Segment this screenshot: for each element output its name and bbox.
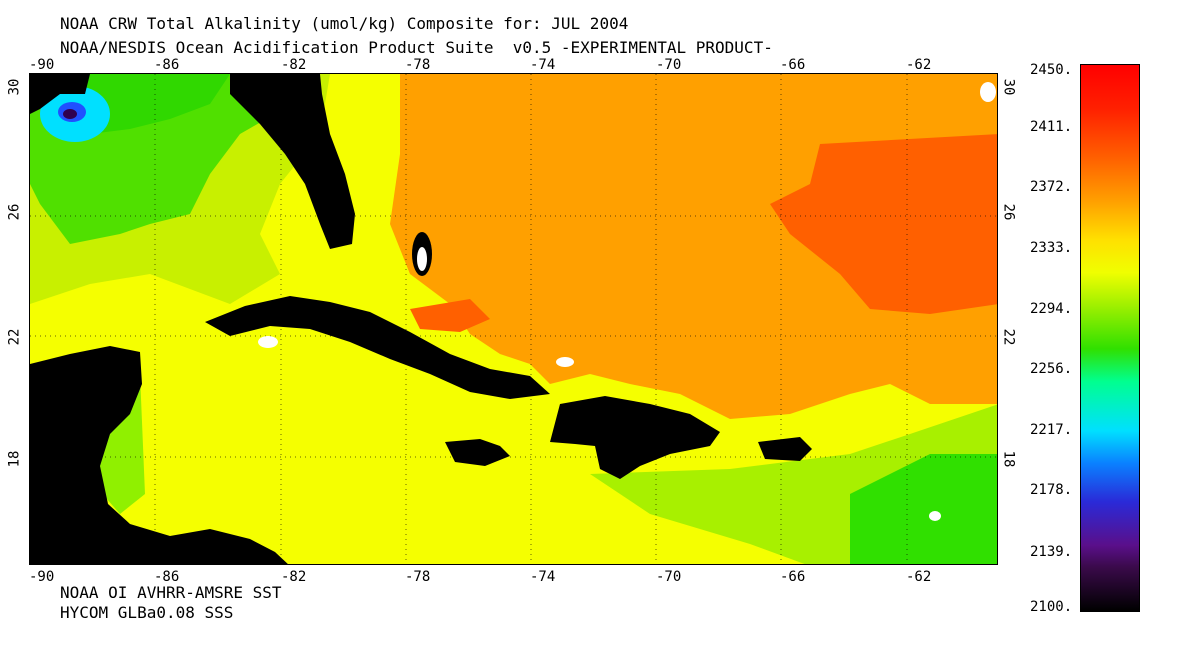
coastal-white-spot	[556, 357, 574, 367]
colorbar-label: 2411.	[1030, 119, 1073, 135]
lat-tick-left: 26	[6, 203, 23, 221]
lon-tick-bottom: -86	[154, 569, 180, 585]
lon-tick-top: -86	[154, 57, 180, 73]
land-yucatan	[30, 346, 288, 564]
lat-tick-right: 18	[1000, 450, 1017, 468]
coastal-white	[258, 82, 996, 521]
cayman-orange-patch	[410, 299, 490, 332]
colorbar-label: 2333.	[1030, 240, 1073, 256]
footer-sss-source: HYCOM GLBa0.08 SSS	[60, 603, 234, 622]
map-svg	[30, 74, 997, 564]
lat-tick-right: 30	[1000, 78, 1017, 96]
coastal-white-spot	[929, 511, 941, 521]
colorbar-label: 2178.	[1030, 482, 1073, 498]
coastal-white-spot	[258, 336, 278, 348]
lon-tick-bottom: -90	[29, 569, 55, 585]
footer-sst-source: NOAA OI AVHRR-AMSRE SST	[60, 583, 282, 602]
lon-tick-top: -70	[656, 57, 682, 73]
caribbean-green-region	[850, 454, 997, 564]
dark-plume	[63, 109, 77, 119]
lon-tick-bottom: -74	[530, 569, 556, 585]
colorbar-label: 2217.	[1030, 422, 1073, 438]
lon-tick-bottom: -78	[405, 569, 431, 585]
colorbar-label: 2256.	[1030, 361, 1073, 377]
land-hispaniola	[550, 396, 720, 479]
colorbar-label: 2372.	[1030, 179, 1073, 195]
land-puerto-rico	[758, 437, 812, 461]
lon-tick-top: -90	[29, 57, 55, 73]
coastal-white-spot	[980, 82, 996, 102]
land-cuba	[205, 296, 550, 399]
land-louisiana	[30, 74, 90, 114]
land-jamaica	[445, 439, 510, 466]
coastal-white-spot	[417, 247, 427, 271]
map-subtitle: NOAA/NESDIS Ocean Acidification Product …	[60, 38, 773, 57]
lat-tick-left: 30	[6, 78, 23, 96]
lat-tick-right: 22	[1000, 328, 1017, 346]
colorbar-label: 2450.	[1030, 62, 1073, 78]
alkalinity-map	[29, 73, 998, 565]
land	[30, 74, 812, 564]
colorbar-label: 2139.	[1030, 544, 1073, 560]
lon-tick-bottom: -82	[281, 569, 307, 585]
lat-tick-left: 18	[6, 450, 23, 468]
lon-tick-bottom: -66	[780, 569, 806, 585]
lon-tick-top: -74	[530, 57, 556, 73]
lon-tick-top: -82	[281, 57, 307, 73]
colorbar	[1080, 64, 1140, 612]
graticule	[30, 74, 997, 564]
lon-tick-top: -78	[405, 57, 431, 73]
lon-tick-bottom: -70	[656, 569, 682, 585]
lat-tick-left: 22	[6, 328, 23, 346]
lon-tick-top: -62	[906, 57, 932, 73]
atlantic-darkorange-region	[770, 134, 997, 314]
lon-tick-bottom: -62	[906, 569, 932, 585]
colorbar-label: 2294.	[1030, 301, 1073, 317]
lat-tick-right: 26	[1000, 203, 1017, 221]
lon-tick-top: -66	[780, 57, 806, 73]
map-title: NOAA CRW Total Alkalinity (umol/kg) Comp…	[60, 14, 629, 33]
colorbar-label: 2100.	[1030, 599, 1073, 615]
land-florida	[230, 74, 355, 249]
